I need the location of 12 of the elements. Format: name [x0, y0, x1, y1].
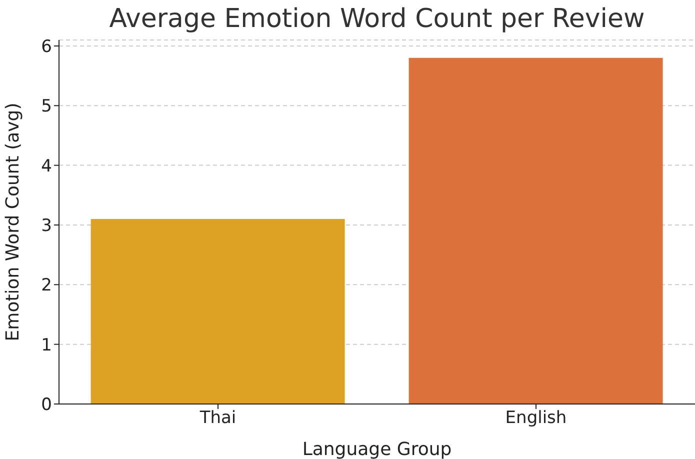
y-tick-label: 2 — [41, 276, 52, 296]
x-tick-label: Thai — [198, 408, 236, 428]
x-tick-label: English — [505, 408, 567, 428]
y-tick-label: 4 — [41, 156, 52, 176]
y-tick-label: 0 — [41, 395, 52, 416]
chart-title: Average Emotion Word Count per Review — [108, 4, 646, 34]
y-tick-label: 6 — [41, 37, 52, 57]
y-tick-label: 5 — [41, 96, 52, 117]
y-tick-label: 3 — [41, 216, 52, 236]
x-axis-title: Language Group — [302, 439, 452, 459]
y-tick-label: 1 — [41, 335, 52, 356]
y-axis-title: Emotion Word Count (avg) — [2, 102, 24, 342]
